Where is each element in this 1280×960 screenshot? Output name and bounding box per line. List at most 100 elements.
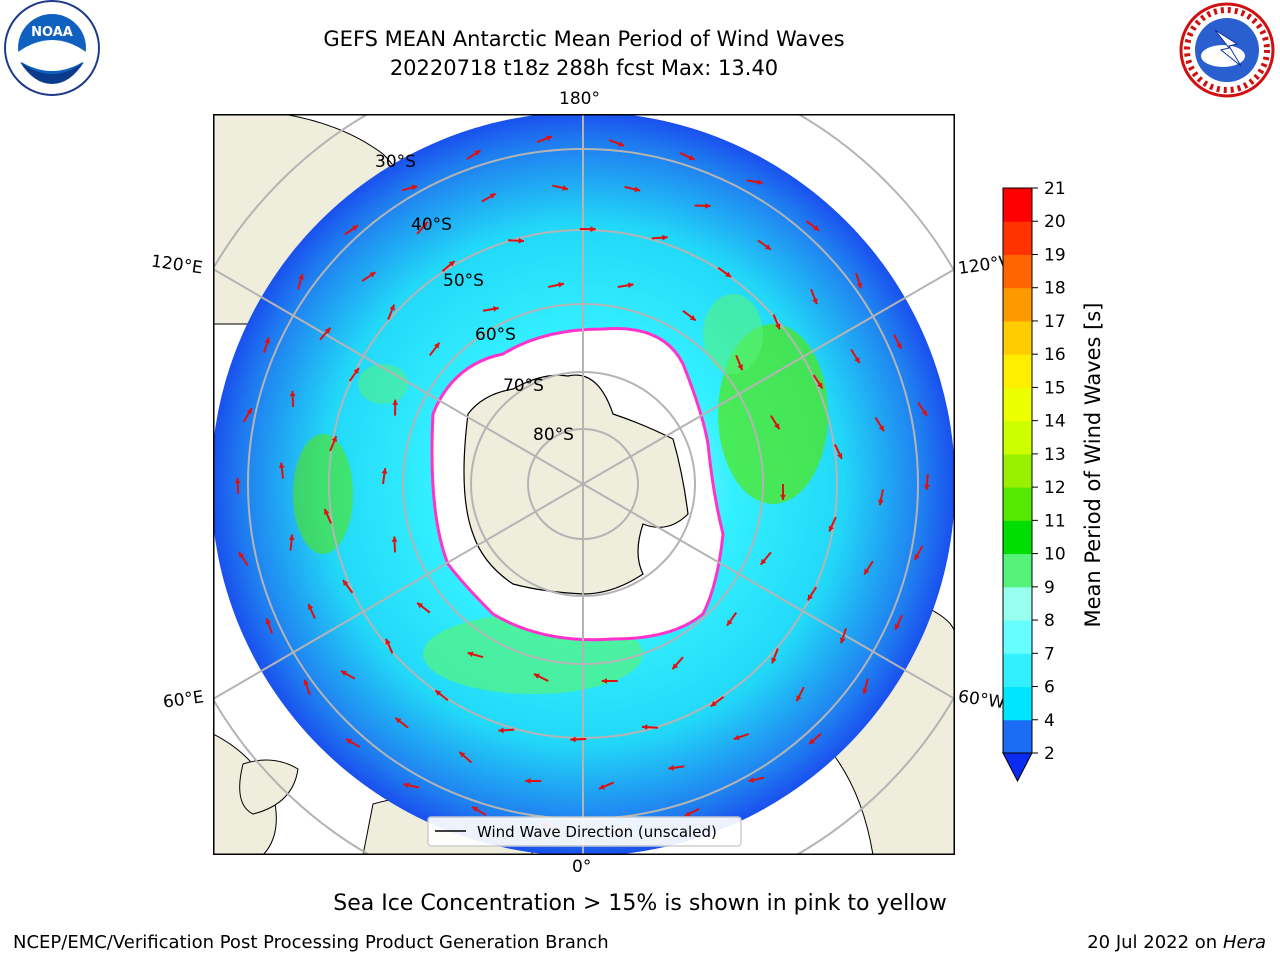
colorbar-segment — [1003, 420, 1032, 455]
wind-arrow — [651, 234, 668, 241]
lat-label-40s: 40°S — [411, 215, 452, 235]
wind-arrow — [733, 733, 750, 741]
colorbar-tick-label: 2 — [1044, 744, 1055, 764]
colorbar-tick-label: 15 — [1044, 378, 1066, 398]
colorbar-tick-label: 7 — [1044, 644, 1055, 664]
sea-ice-note: Sea Ice Concentration > 15% is shown in … — [333, 891, 947, 916]
wind-arrow — [770, 415, 781, 430]
wind-arrow — [694, 202, 711, 209]
wind-arrow — [307, 603, 316, 619]
colorbar-label: Mean Period of Wind Waves [s] — [1081, 303, 1105, 628]
wind-arrow — [710, 695, 725, 708]
wind-arrow — [617, 282, 634, 289]
wind-arrow — [839, 627, 847, 644]
colorbar-segment — [1003, 620, 1032, 654]
nws-logo — [1179, 2, 1275, 98]
wind-arrow — [810, 288, 818, 305]
wind-arrow — [392, 399, 399, 416]
wind-arrow — [598, 781, 615, 790]
wind-arrow — [289, 390, 296, 407]
colorbar-tick-label: 20 — [1044, 212, 1066, 232]
colorbar-extend-min — [1002, 752, 1033, 783]
colorbar-outline — [1002, 187, 1033, 753]
wind-arrow — [348, 367, 360, 382]
footer-host: Hera — [1222, 932, 1266, 953]
arrow-legend: Wind Wave Direction (unscaled) — [427, 816, 742, 847]
colorbar-tick-label: 12 — [1044, 478, 1066, 498]
colorbar-segment — [1003, 354, 1032, 388]
colorbar-tick-label: 14 — [1044, 412, 1066, 432]
wind-arrow — [682, 309, 697, 322]
wind-arrow — [303, 679, 311, 696]
lat-label-30s: 30°S — [375, 152, 416, 172]
noaa-logo: NOAA — [4, 0, 100, 96]
wind-arrow — [863, 560, 874, 576]
colorbar: 2 4 6 7 8 9 10 11 12 13 14 15 16 17 18 19 20 21 Mean Peri… — [1002, 180, 1105, 783]
chart-title: GEFS MEAN Antarctic Mean Period of Wind … — [323, 27, 845, 51]
lon-label-180: 180° — [559, 89, 600, 109]
wind-arrow — [570, 736, 587, 743]
wind-arrow — [340, 670, 356, 680]
wind-arrow — [808, 732, 822, 745]
wind-arrow — [297, 273, 304, 290]
wind-arrow — [403, 782, 420, 789]
wind-arrow — [894, 614, 903, 631]
wind-arrow — [579, 226, 596, 233]
colorbar-tick-label: 4 — [1044, 711, 1055, 731]
colorbar-tick-label: 10 — [1044, 545, 1066, 565]
wind-arrow — [242, 407, 253, 423]
chart-subtitle: 20220718 t18z 288h fcst Max: 13.40 — [389, 56, 779, 80]
wind-arrow — [536, 135, 553, 144]
lat-label-60s: 60°S — [475, 325, 516, 345]
wind-arrow — [481, 192, 497, 203]
footer-credit: NCEP/EMC/Verification Post Processing Pr… — [13, 932, 609, 953]
wind-arrow — [684, 808, 700, 818]
wind-arrow — [759, 551, 772, 566]
wind-arrow — [391, 536, 398, 553]
footer-date-text: 20 Jul 2022 on — [1087, 932, 1223, 953]
wind-arrow — [381, 468, 388, 485]
colorbar-segment — [1003, 221, 1032, 255]
wind-arrow — [924, 473, 930, 491]
wind-arrow — [548, 281, 565, 289]
wind-arrow — [780, 484, 786, 500]
wind-arrow — [458, 751, 473, 764]
wind-arrow — [893, 334, 903, 350]
lon-label-60e: 60°E — [161, 687, 206, 713]
colorbar-segment — [1003, 553, 1032, 588]
wind-arrow — [482, 306, 499, 312]
colorbar-segment — [1003, 188, 1032, 222]
wind-arrow — [288, 534, 295, 551]
colorbar-segment — [1003, 287, 1032, 322]
wind-arrow — [278, 462, 285, 479]
lon-label-120e: 120°E — [149, 251, 204, 279]
wind-arrow — [428, 342, 441, 357]
colorbar-segment — [1003, 487, 1032, 521]
lat-label-70s: 70°S — [503, 376, 544, 396]
colorbar-segment — [1003, 520, 1032, 555]
wind-arrow — [805, 220, 820, 232]
wind-arrow — [671, 656, 684, 670]
wind-arrow — [717, 266, 732, 278]
wind-arrow — [746, 179, 763, 185]
wind-arrow — [748, 776, 765, 783]
wind-arrow — [394, 717, 409, 729]
colorbar-tick-label: 8 — [1044, 611, 1055, 631]
wind-arrow — [913, 545, 924, 561]
wind-arrow — [507, 237, 525, 244]
wind-arrow — [855, 272, 863, 289]
wind-arrow — [552, 184, 569, 191]
colorbar-tick-label: 16 — [1044, 345, 1066, 365]
map-frame — [213, 114, 955, 855]
wind-arrow — [466, 149, 481, 160]
colorbar-tick-label: 6 — [1044, 678, 1055, 698]
wind-arrow — [668, 765, 685, 771]
wind-arrow — [387, 304, 396, 320]
wind-arrow — [878, 489, 884, 506]
colorbar-tick-label: 18 — [1044, 279, 1066, 299]
lat-label-80s: 80°S — [533, 425, 574, 445]
wind-arrow — [624, 185, 641, 193]
wind-arrow — [525, 778, 542, 784]
colorbar-tick-label: 13 — [1044, 445, 1066, 465]
footer-date: 20 Jul 2022 on Hera — [1087, 932, 1266, 953]
